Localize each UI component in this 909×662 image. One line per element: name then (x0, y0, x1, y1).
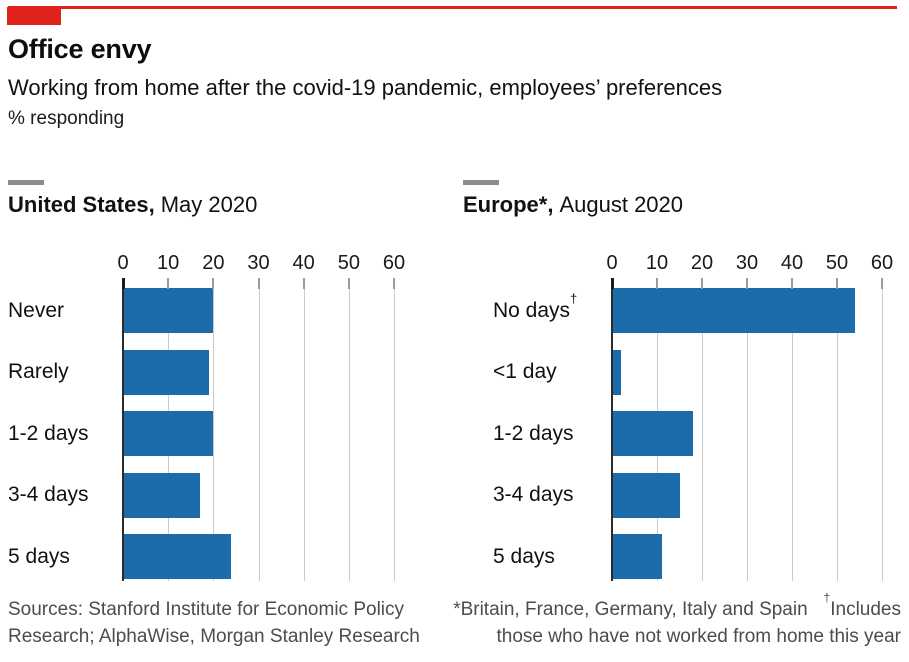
unit-note: % responding (8, 108, 125, 129)
gridline (348, 278, 350, 581)
category-label: 5 days (493, 544, 555, 568)
bar (612, 288, 855, 333)
axis-tick-label: 30 (735, 252, 759, 274)
bar (612, 472, 680, 518)
gridline (792, 278, 793, 581)
gridline (882, 278, 883, 581)
axis-tick-label: 60 (870, 252, 894, 274)
dagger-icon: † (823, 592, 831, 606)
category-label: 1-2 days (8, 421, 89, 445)
section-marker-dash (463, 180, 499, 185)
section-marker-dash (8, 180, 44, 185)
chart-title-bold: United States, (8, 192, 155, 217)
tick-mark (167, 278, 170, 289)
category-label: 3-4 days (8, 483, 89, 507)
footnote-line-1: *Britain, France, Germany, Italy and Spa… (453, 593, 901, 624)
sources-line-1: Sources: Stanford Institute for Economic… (8, 599, 405, 620)
red-tag-marker (7, 7, 61, 25)
category-label: No days† (493, 290, 578, 322)
sources-line-2: Research; AlphaWise, Morgan Stanley Rese… (8, 625, 420, 647)
sources-note: Sources: Stanford Institute for Economic… (8, 597, 420, 651)
tick-mark (212, 278, 215, 289)
chart-title-bold: Europe*, (463, 192, 554, 217)
chart-title-rest: May 2020 (160, 192, 258, 217)
axis-tick-label: 30 (247, 252, 270, 274)
bar (123, 288, 214, 333)
tick-mark (122, 278, 125, 289)
axis-tick-label: 50 (825, 252, 849, 274)
chart-title-rest: August 2020 (559, 192, 684, 217)
bar (612, 534, 662, 580)
category-label: <1 day (493, 360, 557, 384)
plot-area (122, 278, 444, 581)
category-label: 5 days (8, 544, 70, 568)
tick-mark (656, 278, 658, 289)
axis-tick-label: 20 (202, 252, 225, 274)
bar (123, 349, 209, 395)
bar (612, 411, 693, 457)
figure-title: Office envy (8, 34, 152, 64)
axis-tick-labels: 0 10 20 30 40 50 60 (463, 252, 909, 276)
top-rule (8, 6, 897, 9)
axis-tick-label: 60 (382, 252, 406, 274)
tick-mark (836, 278, 838, 289)
footnote-dagger-start: Includes (830, 599, 901, 620)
footnotes: *Britain, France, Germany, Italy and Spa… (453, 593, 901, 651)
bar (123, 534, 232, 580)
gridline (213, 278, 215, 581)
tick-mark (302, 278, 305, 289)
axis-zero-line (611, 278, 613, 581)
tick-mark (791, 278, 793, 289)
tick-mark (746, 278, 748, 289)
footnote-line-2: those who have not worked from home this… (496, 625, 901, 647)
axis-zero-line (122, 278, 124, 581)
axis-tick-label: 40 (780, 252, 804, 274)
axis-tick-label: 10 (157, 252, 180, 274)
dagger-icon: † (570, 290, 578, 306)
tick-mark (881, 278, 883, 289)
bar (123, 472, 200, 518)
category-label: Rarely (8, 360, 69, 384)
figure-subtitle: Working from home after the covid-19 pan… (8, 75, 723, 100)
bar (612, 349, 621, 395)
tick-mark (611, 278, 614, 289)
axis-tick-label: 40 (292, 252, 315, 274)
gridline (258, 278, 260, 581)
axis-tick-label: 50 (337, 252, 360, 274)
axis-tick-label: 0 (606, 252, 618, 274)
gridline (702, 278, 703, 581)
category-label: 3-4 days (493, 483, 574, 507)
tick-mark (701, 278, 703, 289)
chart-united-states: United States, May 2020 0 10 20 30 40 50 60 Nev… (8, 170, 444, 581)
gridline (837, 278, 838, 581)
tick-mark (393, 278, 395, 289)
axis-tick-label: 20 (690, 252, 714, 274)
chart-europe: Europe*, August 2020 0 10 20 30 40 50 60 No day… (463, 170, 909, 581)
tick-mark (347, 278, 350, 289)
category-label: 1-2 days (493, 421, 574, 445)
gridline (747, 278, 748, 581)
gridline (303, 278, 305, 581)
chart-title: United States, May 2020 (8, 192, 257, 218)
footnote-star: *Britain, France, Germany, Italy and Spa… (453, 599, 808, 620)
axis-tick-labels: 0 10 20 30 40 50 60 (8, 252, 444, 276)
bar (123, 411, 214, 457)
plot-area (611, 278, 909, 581)
axis-tick-label: 10 (645, 252, 669, 274)
tick-mark (257, 278, 260, 289)
axis-tick-label: 0 (117, 252, 129, 274)
category-label: Never (8, 298, 65, 322)
chart-title: Europe*, August 2020 (463, 192, 683, 218)
gridline (394, 278, 395, 581)
